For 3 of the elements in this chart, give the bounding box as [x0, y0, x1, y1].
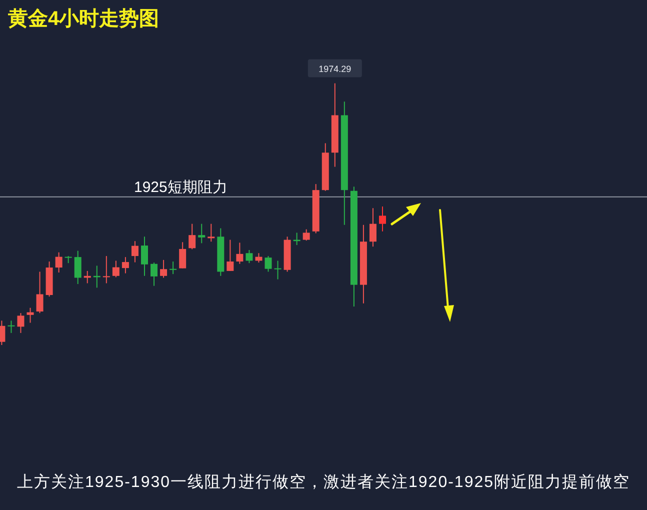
annotation: 1974.29: [318, 64, 352, 74]
title: 黄金4小时走势图: [8, 8, 160, 30]
annotation: 1974.29: [308, 59, 362, 78]
